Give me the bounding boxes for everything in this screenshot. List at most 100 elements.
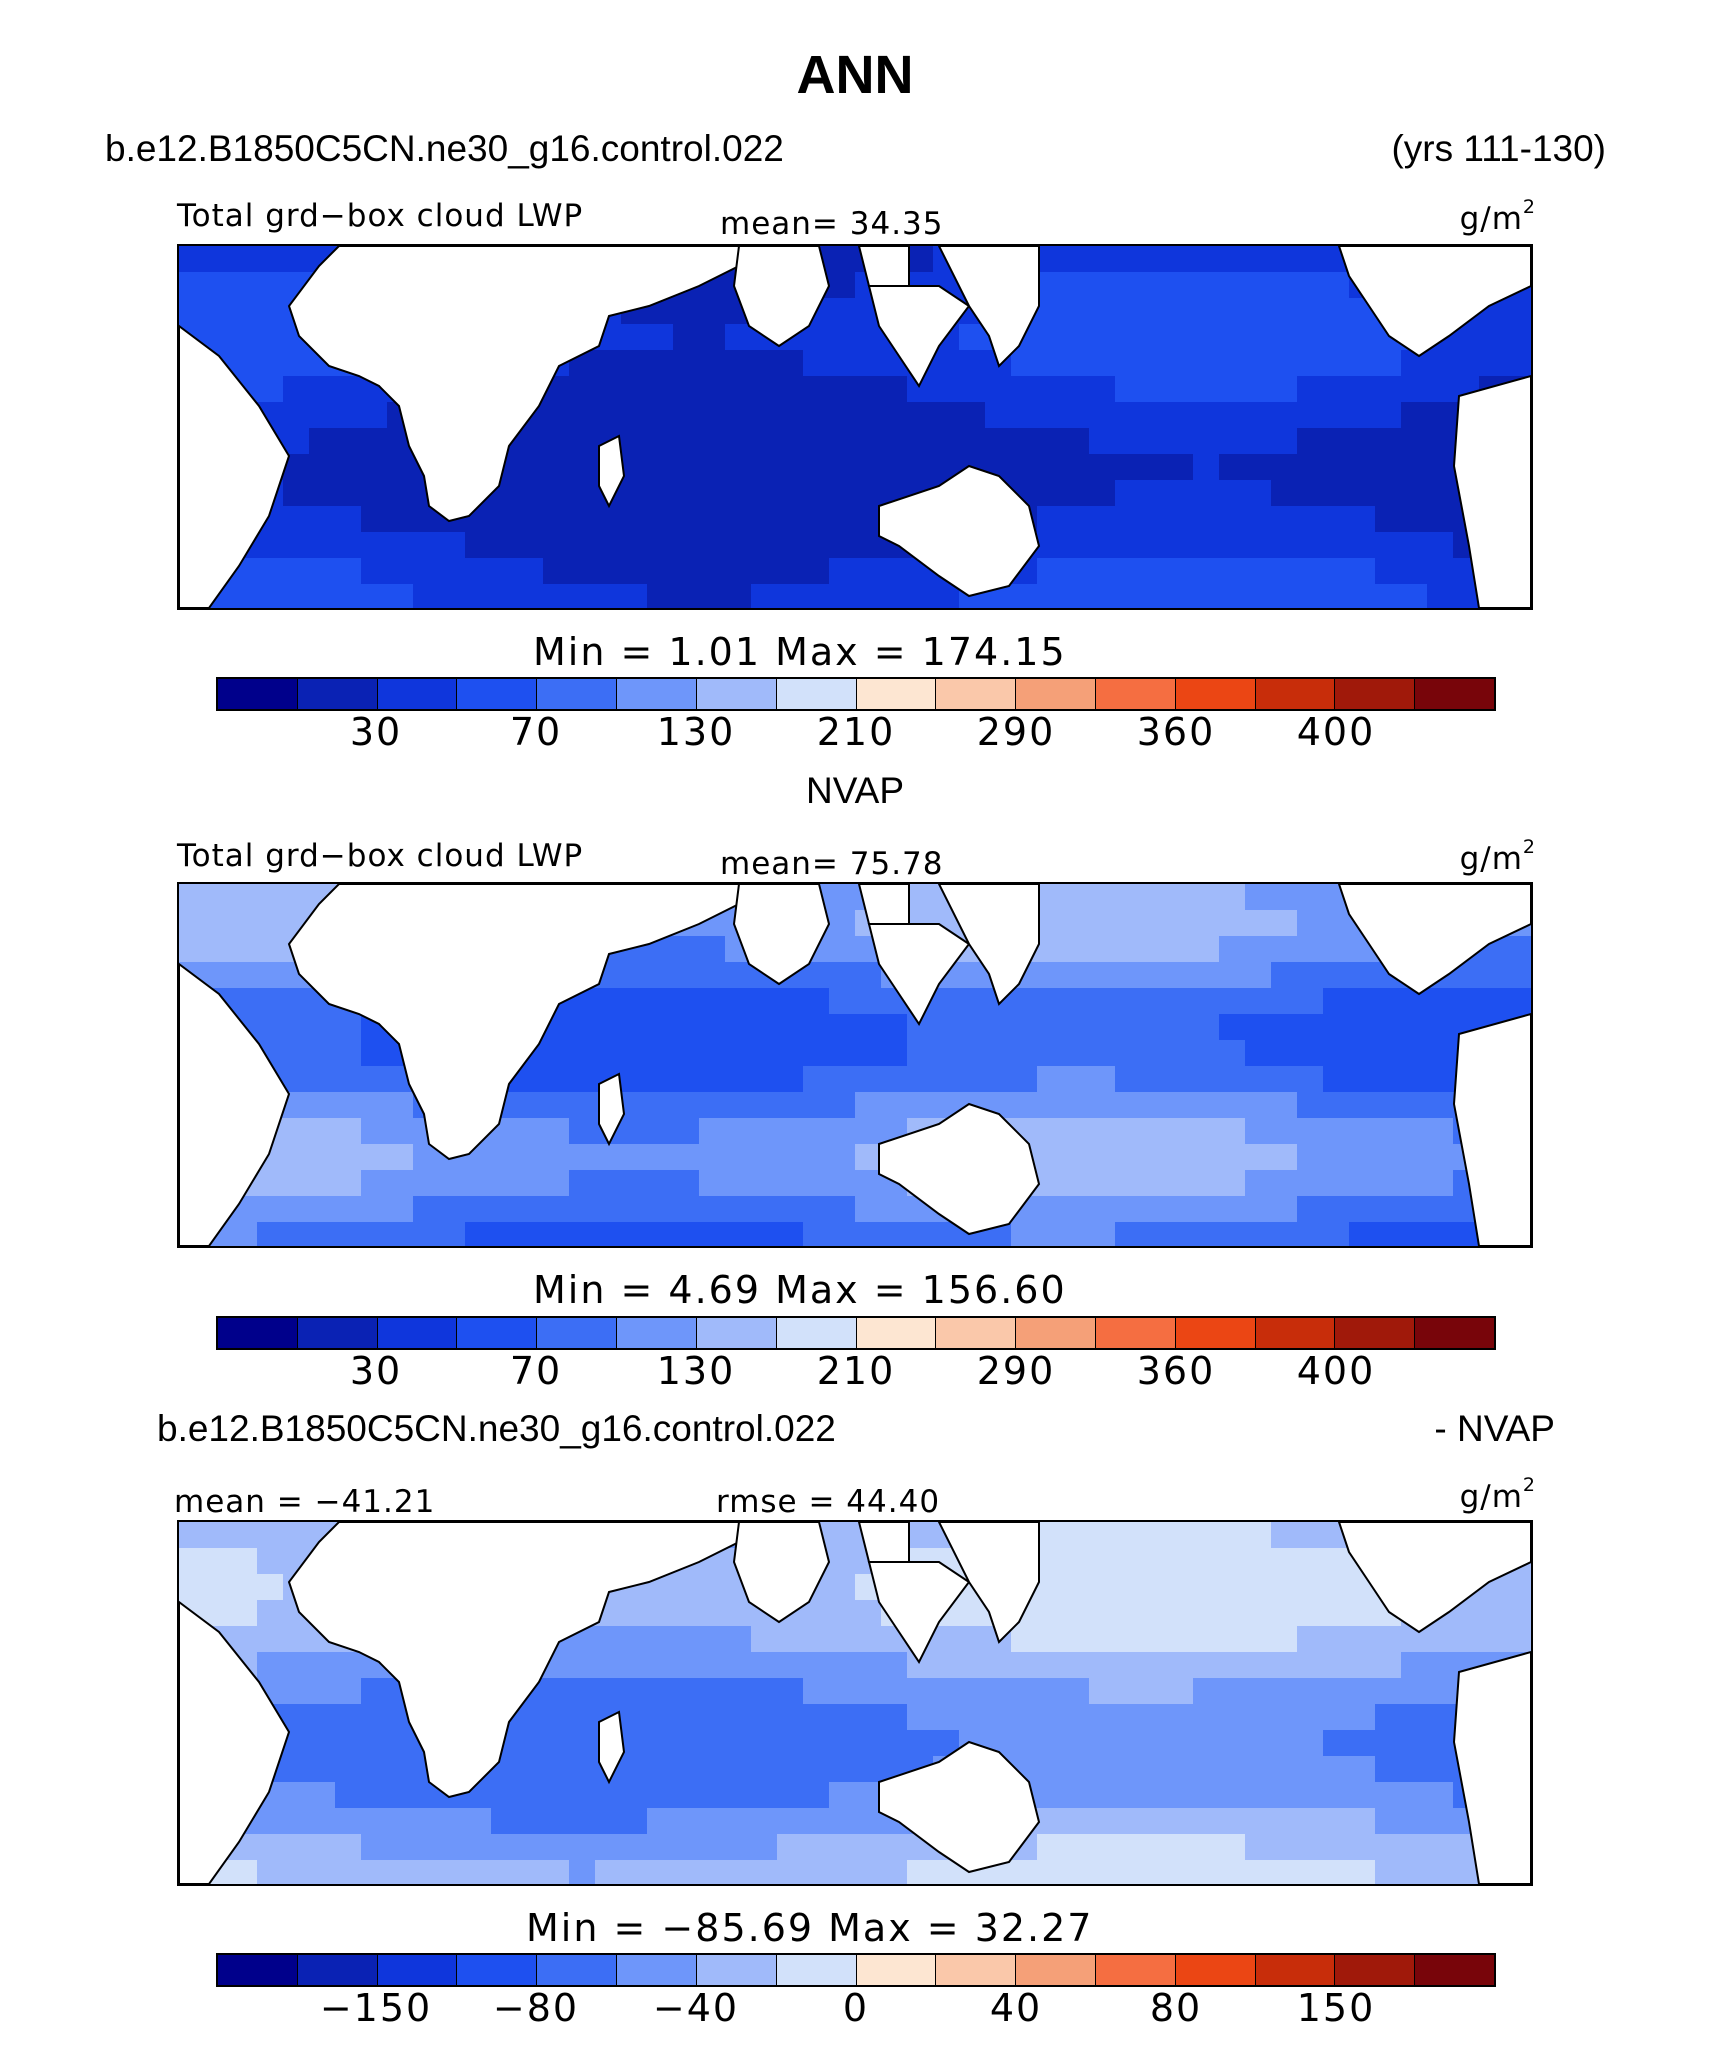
- landmass-samerica2: [1452, 1650, 1531, 1884]
- figure-title: ANN: [796, 45, 914, 105]
- colorbar-swatch-10: [936, 1318, 1017, 1348]
- landmass-india: [867, 1561, 971, 1664]
- colorbar-tick-label: 40: [989, 1986, 1043, 2030]
- landmass-africa: [287, 246, 740, 523]
- colorbar-swatch-8: [776, 1318, 857, 1348]
- landmass-samerica: [179, 324, 291, 608]
- colorbar-swatch-6: [617, 1955, 697, 1985]
- colorbar-swatch-1: [218, 679, 298, 709]
- landmass-madagascar: [598, 1072, 626, 1147]
- colorbar-swatch-1: [218, 1955, 298, 1985]
- colorbar-swatch-6: [617, 679, 697, 709]
- landmass-namerica: [1337, 1522, 1531, 1634]
- landmass-samerica2: [1452, 374, 1531, 608]
- colorbar-swatch-4: [457, 1955, 538, 1985]
- panel2-units: g/m2: [1459, 836, 1536, 877]
- panel2-map: [177, 882, 1533, 1248]
- colorbar-swatch-7: [696, 1955, 777, 1985]
- colorbar-swatch-9: [856, 1318, 937, 1348]
- panel2-minmax: Min = 4.69 Max = 156.60: [533, 1268, 1067, 1312]
- colorbar-swatch-3: [377, 1318, 458, 1348]
- landmass-arabia: [732, 246, 831, 348]
- colorbar-swatch-9: [856, 679, 937, 709]
- colorbar-swatch-3: [377, 1955, 458, 1985]
- colorbar-swatch-7: [696, 679, 777, 709]
- colorbar-tick-label: 130: [656, 1349, 736, 1393]
- colorbar-swatch-10: [936, 679, 1017, 709]
- landmass-asia: [857, 884, 910, 925]
- landmass-madagascar: [598, 434, 626, 509]
- panel2-variable-label: Total grd−box cloud LWP: [177, 838, 584, 874]
- panel3-heading-left: b.e12.B1850C5CN.ne30_g16.control.022: [157, 1408, 836, 1449]
- colorbar-swatch-14: [1255, 679, 1336, 709]
- colorbar-swatch-11: [1016, 679, 1096, 709]
- landmass-arabia: [732, 1522, 831, 1624]
- colorbar-tick-label: 360: [1136, 1349, 1216, 1393]
- colorbar-swatch-13: [1175, 1955, 1256, 1985]
- colorbar-swatch-16: [1415, 679, 1494, 709]
- colorbar-swatch-10: [936, 1955, 1017, 1985]
- colorbar-tick-label: 80: [1149, 1986, 1203, 2030]
- landmass-india: [867, 923, 971, 1026]
- colorbar-tick-label: 70: [509, 1349, 563, 1393]
- colorbar-swatch-11: [1016, 1955, 1096, 1985]
- panel1-units: g/m2: [1459, 196, 1536, 237]
- colorbar-swatch-6: [617, 1318, 697, 1348]
- landmass-seasia: [937, 884, 1040, 1006]
- landmass-namerica: [1337, 884, 1531, 996]
- landmass-india: [867, 285, 971, 388]
- colorbar-tick-label: 30: [349, 1349, 403, 1393]
- colorbar-tick-label: 400: [1296, 1349, 1376, 1393]
- colorbar-swatch-12: [1095, 679, 1176, 709]
- panel3-mean: mean = −41.21: [174, 1484, 436, 1520]
- panel1-variable-label: Total grd−box cloud LWP: [177, 198, 584, 234]
- colorbar-tick-label: 290: [976, 1349, 1056, 1393]
- colorbar-swatch-12: [1095, 1955, 1176, 1985]
- colorbar-swatch-11: [1016, 1318, 1096, 1348]
- colorbar-tick-label: 0: [842, 1986, 870, 2030]
- landmass-asia: [857, 1522, 910, 1563]
- colorbar-swatch-9: [856, 1955, 937, 1985]
- landmass-samerica: [179, 962, 291, 1246]
- panel1-map: [177, 244, 1533, 610]
- colorbar-tick-label: 290: [976, 710, 1056, 754]
- colorbar-swatch-14: [1255, 1955, 1336, 1985]
- colorbar-swatch-4: [457, 1318, 538, 1348]
- landmass-namerica: [1337, 246, 1531, 358]
- panel2-colorbar: [216, 1316, 1496, 1350]
- colorbar-tick-label: 150: [1296, 1986, 1376, 2030]
- years-label: (yrs 111-130): [1391, 128, 1606, 169]
- colorbar-swatch-16: [1415, 1955, 1494, 1985]
- panel3-rmse: rmse = 44.40: [716, 1484, 941, 1520]
- landmass-madagascar: [598, 1710, 626, 1785]
- panel1-colorbar: [216, 677, 1496, 711]
- panel3-heading-right: - NVAP: [1434, 1408, 1555, 1449]
- landmass-seasia: [937, 246, 1040, 368]
- panel1-mean: mean= 34.35: [720, 206, 944, 242]
- landmass-africa: [287, 884, 740, 1161]
- colorbar-swatch-15: [1335, 1318, 1416, 1348]
- panel3-colorbar: [216, 1953, 1496, 1987]
- colorbar-tick-label: 360: [1136, 710, 1216, 754]
- landmass-arabia: [732, 884, 831, 986]
- case-name: b.e12.B1850C5CN.ne30_g16.control.022: [105, 128, 784, 169]
- colorbar-tick-label: 130: [656, 710, 736, 754]
- panel1-minmax: Min = 1.01 Max = 174.15: [533, 630, 1067, 674]
- colorbar-swatch-2: [297, 1955, 378, 1985]
- colorbar-swatch-5: [537, 1955, 618, 1985]
- landmass-samerica2: [1452, 1012, 1531, 1246]
- colorbar-tick-label: −150: [319, 1986, 433, 2030]
- colorbar-swatch-13: [1175, 1318, 1256, 1348]
- landmass-australia: [878, 1740, 1041, 1874]
- landmass-australia: [878, 464, 1041, 598]
- colorbar-tick-label: 30: [349, 710, 403, 754]
- colorbar-tick-label: 70: [509, 710, 563, 754]
- landmass-asia: [857, 246, 910, 287]
- colorbar-swatch-4: [457, 679, 538, 709]
- colorbar-swatch-15: [1335, 679, 1416, 709]
- colorbar-swatch-1: [218, 1318, 298, 1348]
- colorbar-tick-label: 400: [1296, 710, 1376, 754]
- colorbar-swatch-14: [1255, 1318, 1336, 1348]
- panel3-units: g/m2: [1459, 1474, 1536, 1515]
- colorbar-swatch-5: [537, 679, 618, 709]
